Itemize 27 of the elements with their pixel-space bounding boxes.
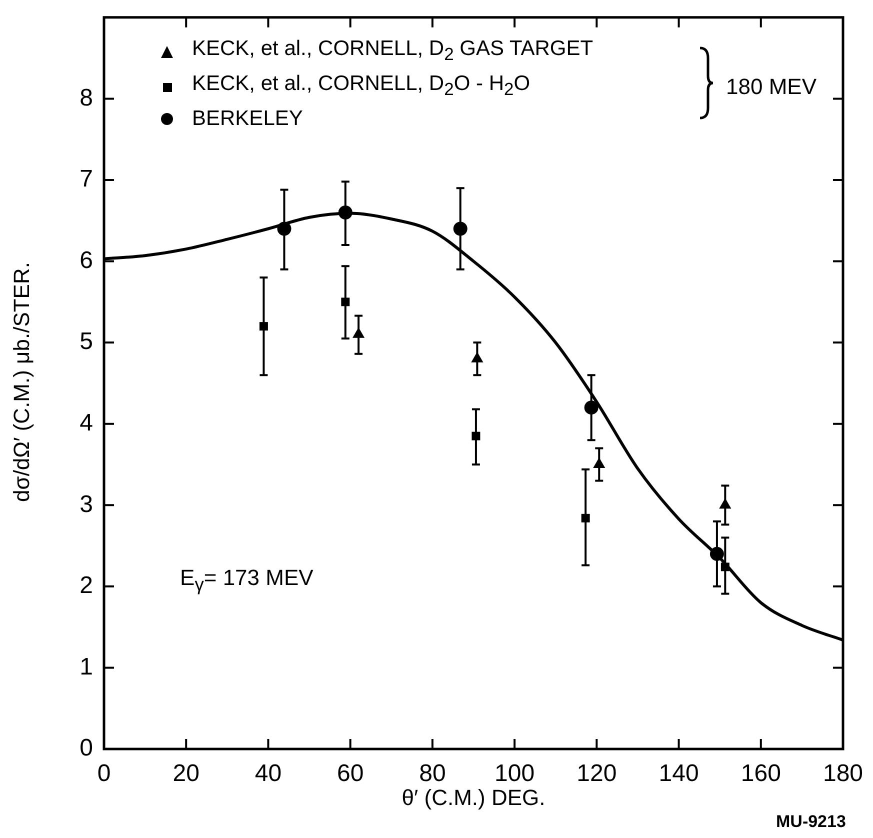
x-axis-title: θ′ (C.M.) DEG.: [402, 785, 546, 810]
y-tick-label: 7: [80, 166, 93, 193]
annotation: E$_{γ}$= 173 MEV: [180, 565, 314, 596]
y-axis-title: dσ/dΩ′ (C.M.) μb./STER.: [9, 262, 35, 502]
legend-label: KECK, et al., CORNELL, D$_{2}$O - H$_{2}$O: [192, 71, 530, 102]
x-tick-label: 120: [576, 760, 617, 788]
y-tick-label: 1: [80, 653, 93, 680]
annotation: 180 MEV: [726, 74, 816, 100]
x-tick-label: 100: [494, 760, 535, 788]
y-tick-label: 3: [80, 490, 93, 518]
y-tick-label: 5: [80, 328, 93, 356]
x-tick-label: 60: [336, 760, 364, 788]
x-tick-label: 20: [172, 760, 200, 788]
legend-label: KECK, et al., CORNELL, D$_{2}$ GAS TARGET: [192, 36, 594, 66]
x-tick-label: 0: [97, 760, 111, 788]
text: MU-9213: [776, 812, 846, 832]
y-tick-label: 4: [80, 409, 93, 436]
legend-label: BERKELEY: [192, 106, 303, 132]
x-tick-label: 160: [740, 760, 781, 788]
y-tick-label: 0: [80, 734, 93, 762]
x-tick-label: 40: [254, 760, 282, 788]
y-tick-label: 8: [80, 84, 93, 112]
x-tick-label: 80: [419, 760, 446, 788]
x-tick-label: 140: [658, 760, 699, 788]
y-tick-label: 2: [80, 572, 93, 600]
y-tick-label: 6: [80, 246, 93, 274]
x-tick-label: 180: [822, 760, 864, 788]
